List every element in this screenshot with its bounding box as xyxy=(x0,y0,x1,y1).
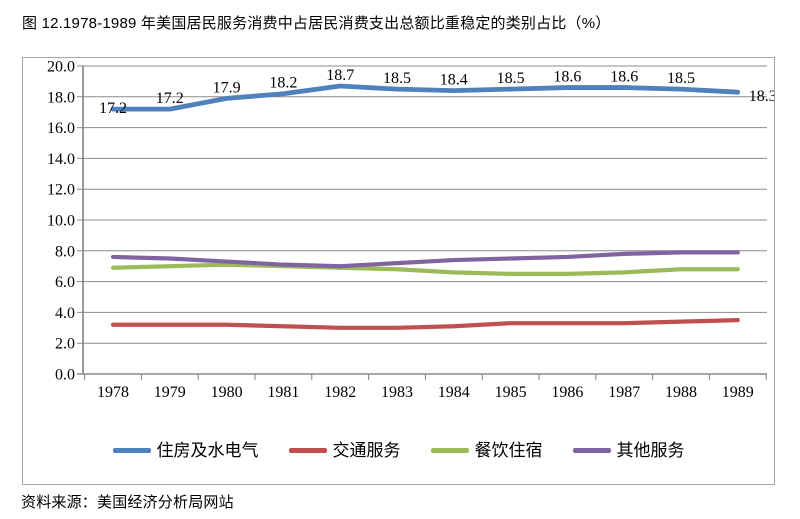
x-axis-tick-label: 1978 xyxy=(97,384,129,401)
legend-label: 交通服务 xyxy=(332,441,401,460)
data-label: 18.6 xyxy=(610,69,638,86)
data-label: 18.2 xyxy=(269,75,297,92)
y-axis-tick-label: 20.0 xyxy=(47,59,75,76)
y-axis-tick-label: 0.0 xyxy=(55,367,75,384)
data-label: 18.6 xyxy=(553,69,581,86)
x-axis-tick-label: 1982 xyxy=(324,384,356,401)
legend-swatch xyxy=(572,448,611,453)
x-axis-tick-label: 1989 xyxy=(722,384,754,401)
x-axis-tick-label: 1984 xyxy=(438,384,470,401)
y-axis-tick-label: 8.0 xyxy=(55,243,75,260)
series-line-0 xyxy=(110,83,741,112)
y-axis-tick-label: 12.0 xyxy=(47,182,75,199)
data-label: 17.2 xyxy=(99,100,127,117)
chart-title: 图 12.1978-1989 年美国居民服务消费中占居民消费支出总额比重稳定的类… xyxy=(22,15,611,32)
source-note: 资料来源：美国经济分析局网站 xyxy=(21,494,234,511)
y-axis-tick-label: 16.0 xyxy=(47,120,75,137)
legend-label: 餐饮住宿 xyxy=(474,441,543,460)
data-label: 17.2 xyxy=(156,90,184,107)
legend-item-1: 交通服务 xyxy=(288,441,401,460)
data-label: 18.5 xyxy=(383,70,411,87)
legend-item-2: 餐饮住宿 xyxy=(430,441,543,460)
legend-label: 其他服务 xyxy=(616,441,685,460)
x-axis-tick-label: 1983 xyxy=(381,384,413,401)
line-chart: 0.0 2.0 4.0 6.0 8.0 10.0 12.0 14.0 16.0 18.0 20.0 1… xyxy=(47,59,774,402)
x-axis-tick-label: 1985 xyxy=(495,384,527,401)
data-label: 18.5 xyxy=(497,70,525,87)
y-axis-tick-label: 6.0 xyxy=(55,274,75,291)
legend-swatch xyxy=(288,448,327,453)
y-axis-tick-label: 10.0 xyxy=(47,213,75,230)
series-line-3 xyxy=(110,250,740,269)
x-axis-tick-label: 1981 xyxy=(267,384,299,401)
data-label: 18.5 xyxy=(667,70,695,87)
series-line-1 xyxy=(110,318,740,330)
x-axis-tick-label: 1979 xyxy=(154,384,186,401)
data-label: 18.3 xyxy=(749,88,774,105)
x-axis-tick-label: 1987 xyxy=(608,384,640,401)
x-axis-tick-label: 1980 xyxy=(211,384,243,401)
data-label: 17.9 xyxy=(213,79,241,96)
chart-area: 0.0 2.0 4.0 6.0 8.0 10.0 12.0 14.0 16.0 18.0 20.0 1… xyxy=(22,57,775,485)
legend-label: 住房及水电气 xyxy=(156,441,259,460)
y-axis-tick-label: 18.0 xyxy=(47,89,75,106)
legend-swatch xyxy=(430,448,469,453)
data-label: 18.7 xyxy=(326,67,354,84)
x-axis-tick-label: 1986 xyxy=(551,384,583,401)
x-axis-tick-label: 1988 xyxy=(665,384,697,401)
data-label: 18.4 xyxy=(440,72,468,89)
chart-legend: 住房及水电气 交通服务 餐饮住宿 其他服务 xyxy=(23,442,774,459)
series-line-2 xyxy=(110,262,740,276)
legend-item-0: 住房及水电气 xyxy=(112,441,259,460)
y-axis-tick-label: 2.0 xyxy=(55,336,75,353)
y-axis-tick-label: 14.0 xyxy=(47,151,75,168)
legend-item-3: 其他服务 xyxy=(572,441,685,460)
legend-swatch xyxy=(112,448,151,453)
y-axis-tick-label: 4.0 xyxy=(55,305,75,322)
